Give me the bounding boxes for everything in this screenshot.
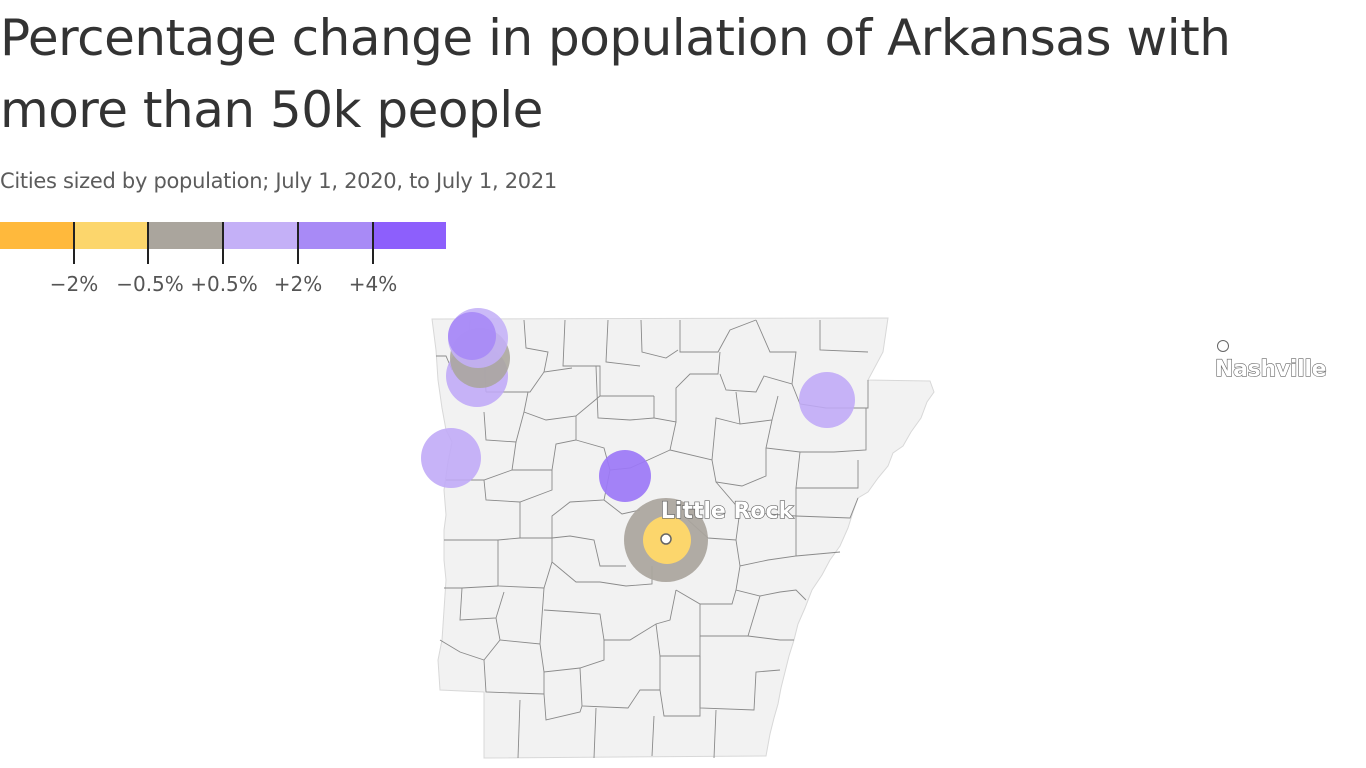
legend-label-minus-2: −2% (49, 272, 99, 296)
city-bubble-fort-smith[interactable] (421, 428, 481, 488)
legend-swatch-minus-2-to-minus-0-5 (74, 222, 148, 249)
legend-label-minus-0-5: −0.5% (116, 272, 184, 296)
legend-label-plus-4: +4% (348, 272, 398, 296)
legend-label-plus-2: +2% (273, 272, 323, 296)
map-title: Percentage change in population of Arkan… (0, 9, 1231, 139)
legend-tick (73, 222, 75, 264)
legend-label-plus-0-5: +0.5% (190, 272, 258, 296)
color-legend: −2% −0.5% +0.5% +2% +4% (0, 220, 460, 310)
city-bubble-conway[interactable] (599, 450, 651, 502)
legend-tick (147, 222, 149, 264)
legend-swatch-plus-0-5-to-plus-2 (223, 222, 298, 249)
nashville-marker (1217, 340, 1229, 352)
legend-tick (297, 222, 299, 264)
map-subtitle: Cities sized by population; July 1, 2020… (0, 169, 557, 193)
legend-swatch-below-minus-2 (0, 222, 74, 249)
little-rock-marker (660, 533, 672, 545)
legend-tick (222, 222, 224, 264)
nashville-label: Nashville (1214, 356, 1327, 382)
little-rock-label: Little Rock (661, 499, 795, 524)
legend-swatch-plus-2-to-plus-4 (298, 222, 373, 249)
legend-tick (372, 222, 374, 264)
city-bubble-jonesboro[interactable] (799, 372, 855, 428)
legend-swatch-minus-0-5-to-plus-0-5 (148, 222, 223, 249)
city-bubble-fayetteville[interactable] (448, 312, 496, 360)
legend-swatch-above-plus-4 (373, 222, 446, 249)
